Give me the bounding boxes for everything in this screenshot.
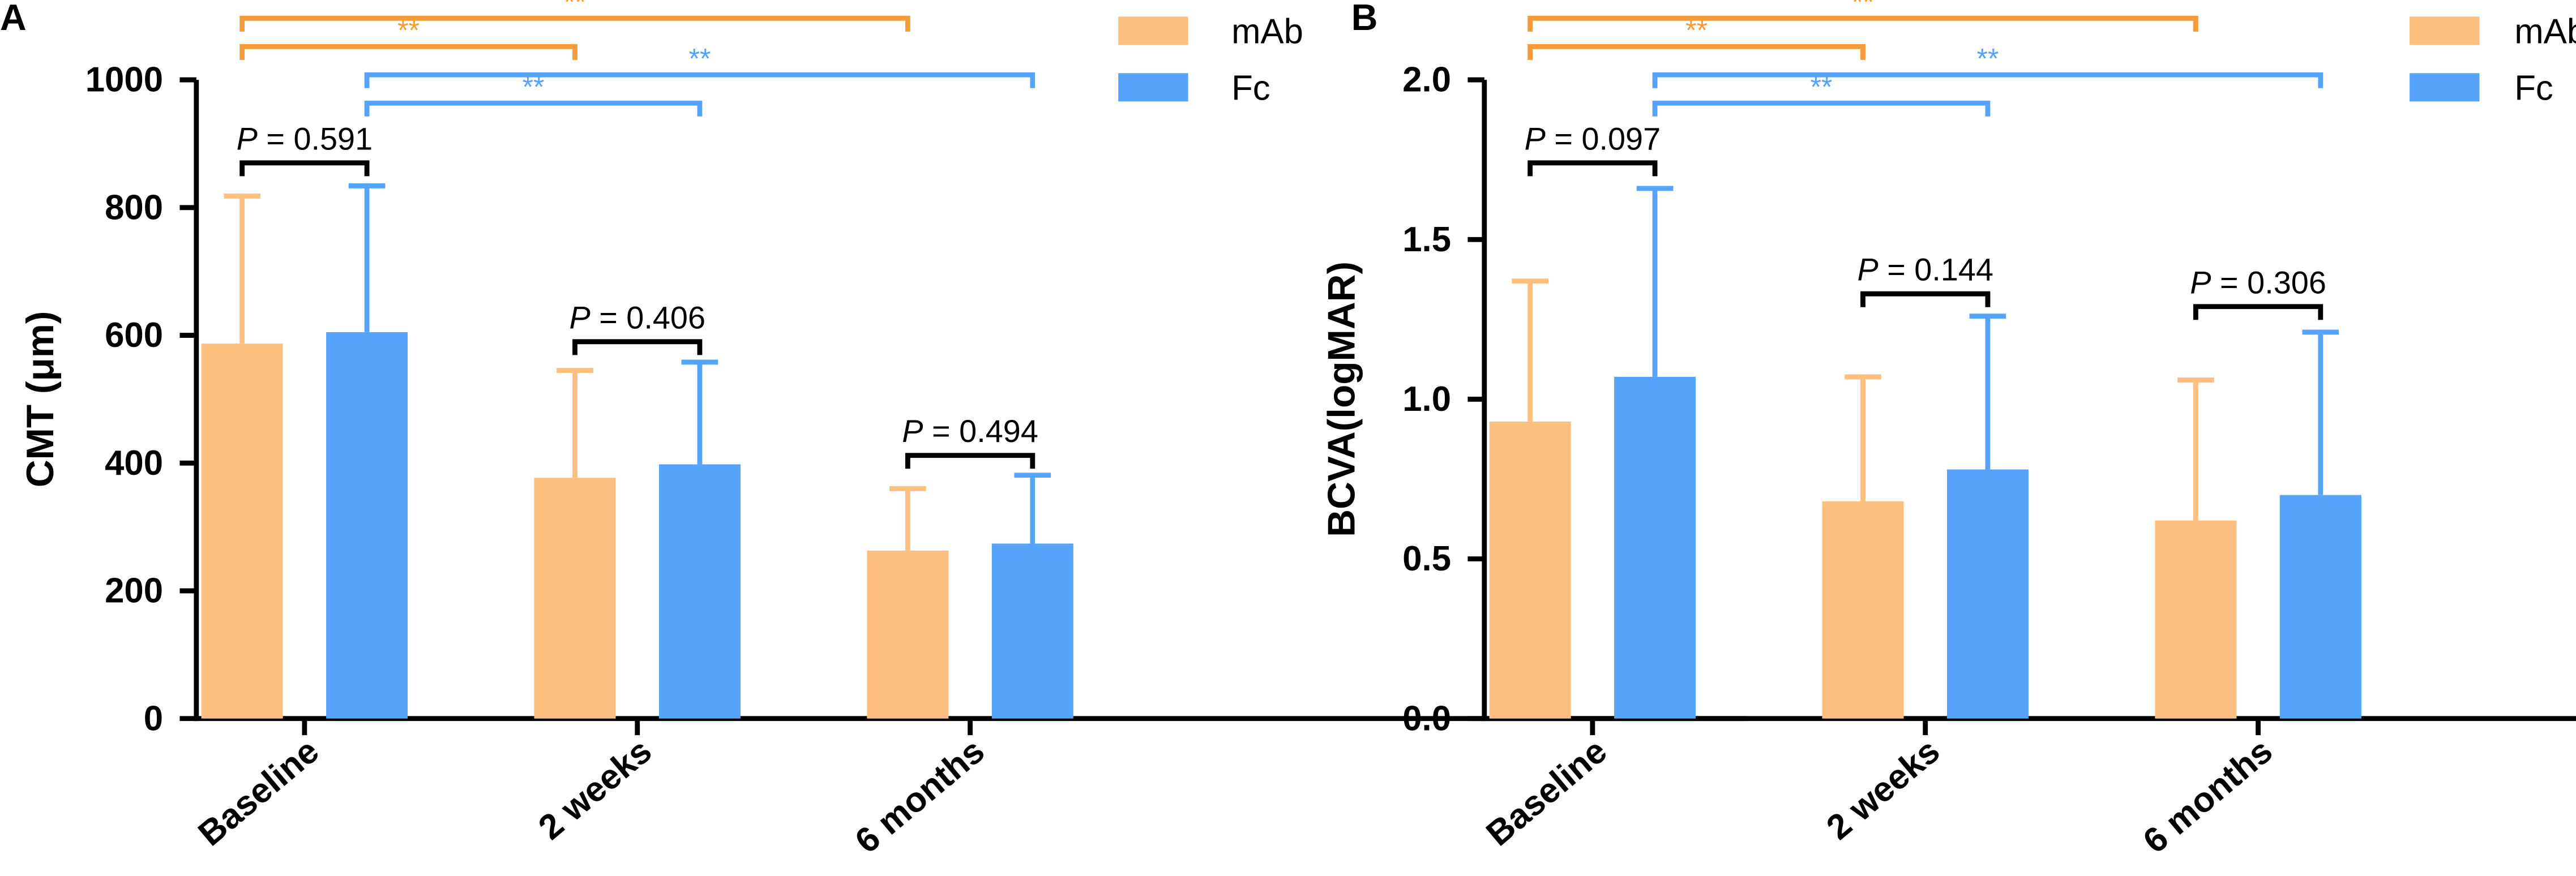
p-value-text: = 0.591 — [258, 121, 373, 156]
p-value-label: P = 0.591 — [237, 121, 373, 156]
significance-bracket-mab — [1527, 44, 1865, 60]
bar-fc-1 — [1946, 469, 2029, 719]
legend-label-fc: Fc — [1231, 68, 1270, 108]
significance-stars: ** — [689, 43, 711, 75]
bar-mab-0 — [201, 343, 283, 719]
p-value-bracket — [1860, 291, 1991, 307]
p-value-label: P = 0.144 — [1857, 252, 1993, 287]
p-value-bracket — [572, 339, 703, 355]
significance-stars: ** — [1811, 71, 1833, 102]
p-value-symbol: P — [902, 413, 923, 449]
y-tick-label: 800 — [105, 188, 163, 227]
p-value-text: = 0.306 — [2211, 264, 2326, 300]
p-value-label: P = 0.097 — [1525, 121, 1661, 156]
bar-mab-2 — [867, 550, 949, 719]
p-value-text: = 0.406 — [590, 299, 705, 335]
significance-stars: ** — [564, 0, 586, 18]
p-value-symbol: P — [1525, 121, 1546, 156]
p-value-symbol: P — [569, 299, 590, 335]
x-tick-label: Baseline — [191, 731, 326, 853]
bar-mab-0 — [1489, 421, 1571, 719]
panel-letter: A — [0, 0, 27, 38]
y-tick-label: 0 — [144, 699, 163, 738]
panel-b-chart: B BCVA(logMAR) 0.0 0.5 1.0 1.5 2.0 Baseline 2 we… — [1321, 0, 2576, 861]
bar-fc-2 — [2279, 495, 2361, 719]
p-value-label: P = 0.306 — [2190, 264, 2326, 300]
x-tick-label: 2 weeks — [1819, 731, 1947, 847]
x-tick-label: 2 weeks — [531, 731, 659, 847]
panel-b-scaled-group: B BCVA(logMAR) 0.0 0.5 1.0 1.5 2.0 Baseline 2 we… — [1321, 0, 2576, 861]
significance-stars: ** — [1977, 43, 1999, 75]
p-value-bracket — [2193, 304, 2323, 320]
p-value-text: = 0.494 — [923, 413, 1038, 449]
bar-mab-1 — [1822, 501, 1904, 719]
legend-label-mab: mAb — [1231, 12, 1303, 51]
x-tick-label: Baseline — [1479, 731, 1614, 853]
p-value-bracket — [1527, 160, 1658, 177]
y-axis-label: BCVA(logMAR) — [1321, 261, 1363, 537]
y-tick-label: 600 — [105, 316, 163, 355]
legend-swatch-fc — [2410, 73, 2480, 102]
y-tick-label: 1.0 — [1402, 380, 1451, 419]
y-tick-label: 0.5 — [1402, 539, 1451, 578]
legend-swatch-mab — [1118, 16, 1188, 45]
x-tick-label: 6 months — [2136, 731, 2280, 861]
panel-letter: B — [1351, 0, 1378, 38]
y-tick-label: 400 — [105, 444, 163, 483]
y-tick-label: 1000 — [85, 61, 163, 100]
y-tick-label: 0.0 — [1402, 699, 1451, 738]
significance-stars: ** — [1852, 0, 1874, 18]
significance-bracket-mab — [239, 44, 577, 60]
p-value-symbol: P — [237, 121, 258, 156]
p-value-text: = 0.144 — [1878, 252, 1993, 287]
significance-stars: ** — [523, 71, 545, 102]
legend-label-mab: mAb — [2514, 12, 2576, 51]
p-value-label: P = 0.494 — [902, 413, 1038, 449]
significance-stars: ** — [397, 15, 420, 46]
bar-fc-0 — [1614, 376, 1696, 719]
significance-bracket-fc — [364, 100, 703, 117]
legend-label-fc: Fc — [2514, 68, 2553, 108]
p-value-symbol: P — [2190, 264, 2211, 300]
y-tick-label: 200 — [105, 572, 163, 611]
p-value-bracket — [905, 453, 1035, 469]
bar-mab-2 — [2155, 520, 2237, 719]
p-value-symbol: P — [1857, 252, 1878, 287]
p-value-bracket — [239, 160, 370, 177]
legend-swatch-fc — [1118, 73, 1188, 102]
bar-mab-1 — [534, 478, 616, 719]
y-tick-label: 1.5 — [1402, 220, 1451, 259]
significance-bracket-fc — [1652, 100, 1991, 117]
significance-bracket-mab — [239, 15, 910, 32]
y-axis-label: CMT (μm) — [19, 311, 62, 488]
significance-bracket-fc — [1652, 72, 2323, 88]
significance-bracket-mab — [1527, 15, 2198, 32]
y-tick-label: 2.0 — [1402, 61, 1451, 100]
bar-fc-2 — [991, 543, 1073, 719]
bar-fc-1 — [658, 464, 741, 719]
p-value-label: P = 0.406 — [569, 299, 705, 335]
x-tick-label: 6 months — [848, 731, 992, 861]
significance-stars: ** — [1685, 15, 1708, 46]
legend-swatch-mab — [2410, 16, 2480, 45]
p-value-text: = 0.097 — [1546, 121, 1661, 156]
significance-bracket-fc — [364, 72, 1035, 88]
bar-fc-0 — [326, 332, 408, 719]
